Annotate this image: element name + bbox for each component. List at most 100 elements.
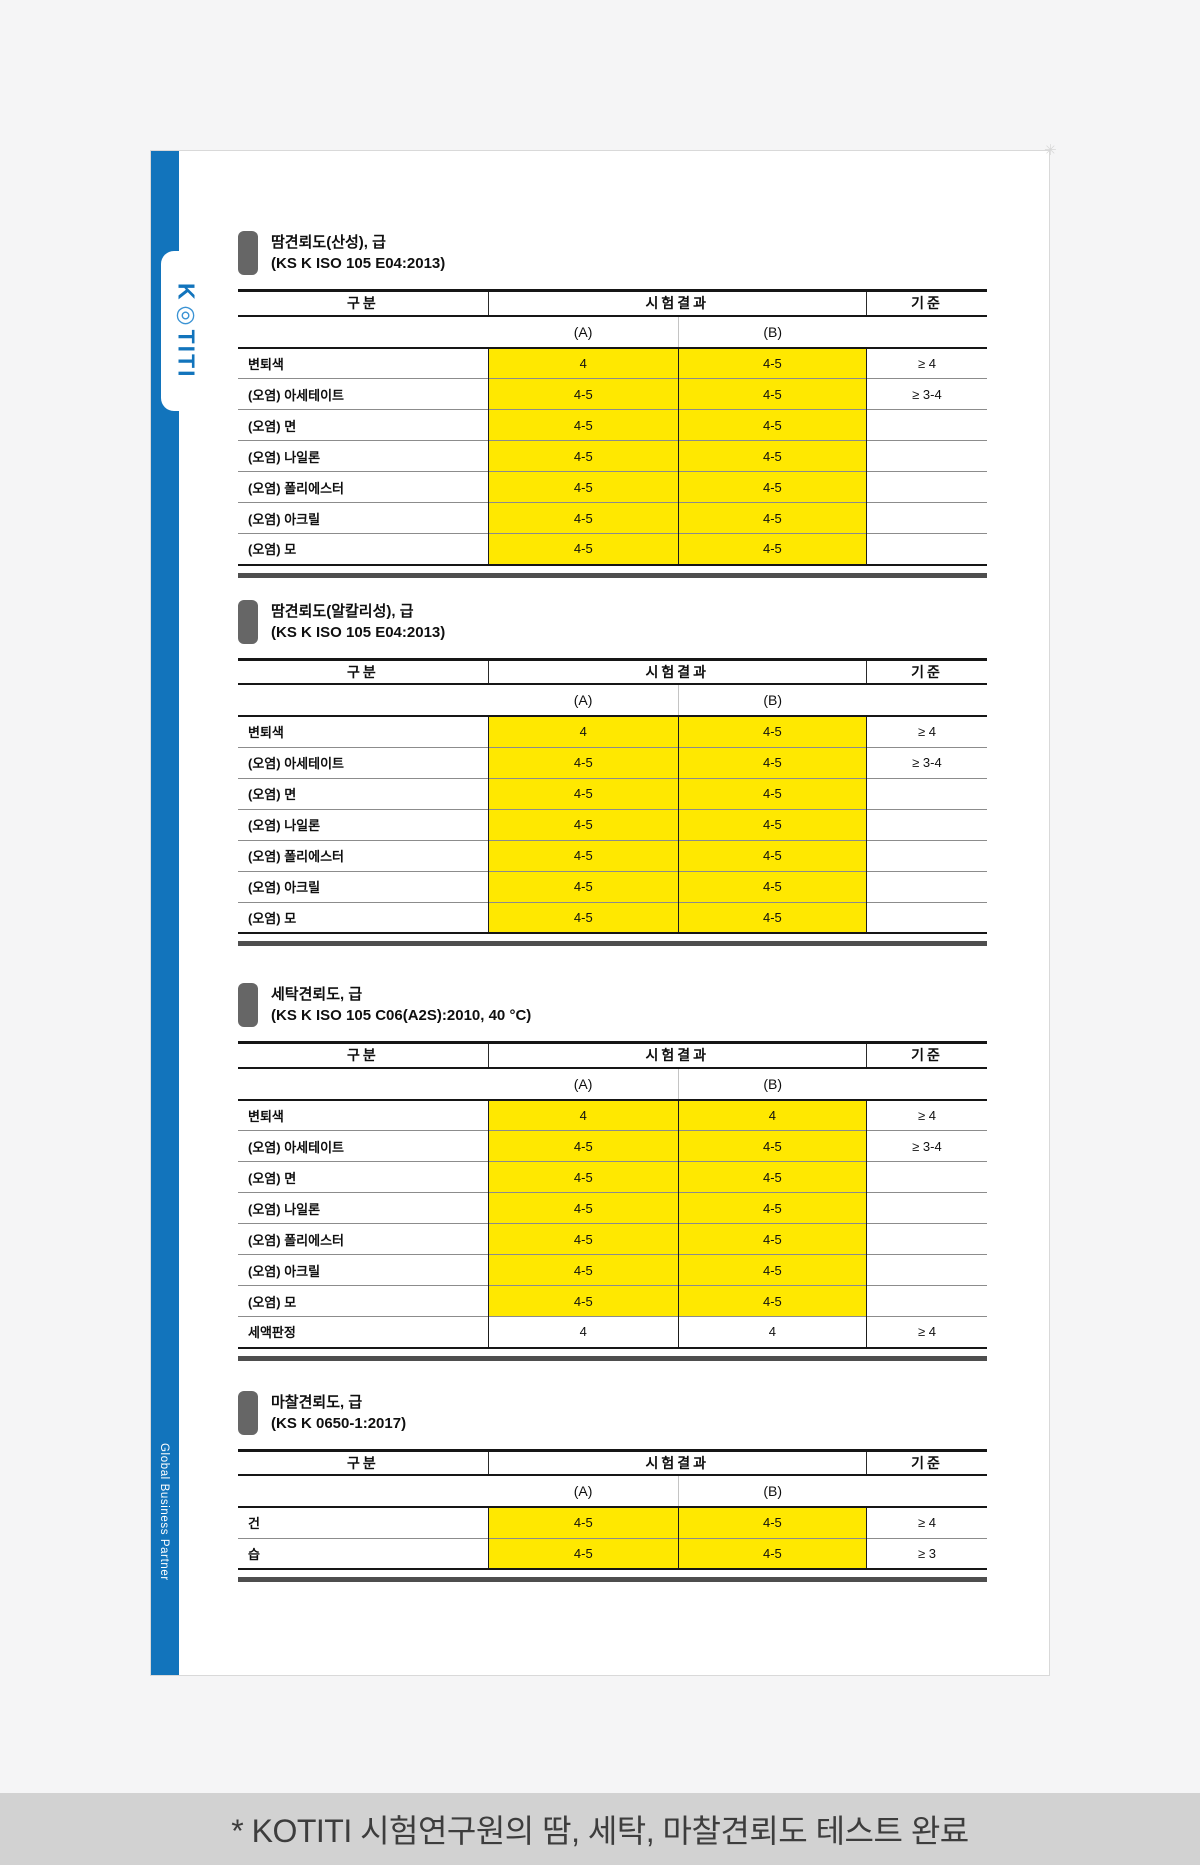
table-subheader-row: (A) (B) bbox=[238, 315, 987, 349]
subheader-a: (A) bbox=[488, 684, 679, 717]
result-a-cell: 4-5 bbox=[487, 1192, 679, 1224]
section-rubbing: 마찰견뢰도, 급 (KS K 0650-1:2017) 구분 시험결과 기준 bbox=[238, 1390, 987, 1582]
result-a-cell: 4 bbox=[487, 1316, 679, 1349]
standard-cell bbox=[865, 471, 987, 503]
table-row: (오염) 아크릴 4-5 4-5 bbox=[238, 1254, 987, 1286]
result-a-cell: 4-5 bbox=[487, 1507, 679, 1538]
standard-cell: ≥ 3-4 bbox=[865, 378, 987, 410]
standard-cell bbox=[865, 901, 987, 934]
section-divider bbox=[238, 1577, 987, 1582]
standard-cell bbox=[865, 839, 987, 871]
section-header: 마찰견뢰도, 급 (KS K 0650-1:2017) bbox=[238, 1390, 987, 1435]
section-title: 땀견뢰도(알칼리성), 급 bbox=[271, 602, 414, 620]
row-label: 변퇴색 bbox=[248, 725, 284, 741]
header-category: 구분 bbox=[238, 659, 489, 685]
result-table-washing: 구분 시험결과 기준 (A) (B) 변퇴색 4 4 ≥ 4 (오염) 아세테이트 4-5… bbox=[238, 1041, 987, 1349]
row-label: 변퇴색 bbox=[248, 356, 284, 372]
row-label: (오염) 아세테이트 bbox=[238, 746, 489, 778]
table-subheader-row: (A) (B) bbox=[238, 1475, 987, 1508]
table-row: (오염) 아크릴 4-5 4-5 bbox=[238, 502, 987, 534]
kotiti-swirl-o-icon: ◎ bbox=[173, 301, 200, 330]
standard-cell bbox=[865, 1161, 987, 1193]
result-b-cell: 4-5 bbox=[677, 1285, 867, 1317]
subheader-b: (B) bbox=[677, 684, 867, 717]
section-bullet-icon bbox=[238, 1390, 258, 1435]
row-label: (오염) 아세테이트 bbox=[238, 1130, 489, 1162]
result-a-cell: 4 bbox=[487, 1099, 679, 1131]
result-a-cell: 4 bbox=[487, 347, 679, 379]
table-header-row: 구분 시험결과 기준 bbox=[238, 659, 987, 685]
section-subtitle: (KS K ISO 105 E04:2013) bbox=[271, 255, 446, 272]
section-header: 땀견뢰도(알칼리성), 급 (KS K ISO 105 E04:2013) bbox=[238, 599, 987, 644]
result-a-cell: 4-5 bbox=[487, 502, 679, 534]
header-standard: 기준 bbox=[866, 1450, 987, 1476]
subheader-blank bbox=[866, 1067, 987, 1101]
section-subtitle: (KS K ISO 105 E04:2013) bbox=[271, 623, 446, 641]
table-row: (오염) 면 4-5 4-5 bbox=[238, 409, 987, 441]
result-b-cell: 4-5 bbox=[677, 409, 867, 441]
table-row: 변퇴색 4 4 ≥ 4 bbox=[238, 1099, 987, 1131]
standard-cell bbox=[865, 1285, 987, 1317]
result-b-cell: 4-5 bbox=[677, 1254, 867, 1286]
table-row: (오염) 폴리에스터 4-5 4-5 bbox=[238, 839, 987, 871]
result-b-cell: 4-5 bbox=[677, 870, 867, 902]
report-content: 땀견뢰도(산성), 급 (KS K ISO 105 E04:2013) 구분 시… bbox=[238, 151, 987, 1582]
sparkle-icon: ✳ bbox=[1044, 142, 1057, 159]
result-a-cell: 4-5 bbox=[487, 1254, 679, 1286]
row-label: 건 bbox=[248, 1516, 260, 1532]
footer-note: * KOTITI 시험연구원의 땀, 세탁, 마찰견뢰도 테스트 완료 bbox=[231, 1813, 969, 1849]
result-b-cell: 4-5 bbox=[677, 808, 867, 840]
section-divider bbox=[238, 1355, 987, 1361]
result-b-cell: 4-5 bbox=[677, 839, 867, 871]
row-label: (오염) 면 bbox=[238, 777, 489, 809]
result-a-cell: 4-5 bbox=[487, 746, 679, 778]
subheader-b: (B) bbox=[677, 315, 867, 349]
table-row: (오염) 아세테이트 4-5 4-5 ≥ 3-4 bbox=[238, 746, 987, 778]
header-result: 시험결과 bbox=[487, 1042, 867, 1069]
table-subheader-row: (A) (B) bbox=[238, 684, 987, 717]
result-a-cell: 4-5 bbox=[487, 1130, 679, 1162]
table-row: 세액판정 4 4 ≥ 4 bbox=[238, 1316, 987, 1349]
subheader-blank bbox=[238, 684, 489, 717]
standard-cell bbox=[865, 502, 987, 534]
section-title: 땀견뢰도(산성), 급 bbox=[271, 234, 386, 251]
subheader-blank bbox=[238, 1067, 489, 1101]
result-a-cell: 4-5 bbox=[487, 1285, 679, 1317]
section-divider bbox=[238, 941, 987, 946]
table-row: (오염) 폴리에스터 4-5 4-5 bbox=[238, 1223, 987, 1255]
row-label: (오염) 아크릴 bbox=[238, 1254, 489, 1286]
result-b-cell: 4-5 bbox=[677, 1192, 867, 1224]
result-a-cell: 4-5 bbox=[487, 409, 679, 441]
table-row: (오염) 면 4-5 4-5 bbox=[238, 1161, 987, 1193]
result-b-cell: 4-5 bbox=[677, 901, 867, 934]
standard-cell bbox=[865, 808, 987, 840]
result-a-cell: 4-5 bbox=[487, 870, 679, 902]
result-b-cell: 4-5 bbox=[677, 378, 867, 410]
standard-cell bbox=[865, 777, 987, 809]
subheader-blank bbox=[866, 1475, 987, 1508]
section-perspiration-acidic: 땀견뢰도(산성), 급 (KS K ISO 105 E04:2013) 구분 시… bbox=[238, 231, 987, 578]
table-header-row: 구분 시험결과 기준 bbox=[238, 290, 987, 317]
row-label: (오염) 나일론 bbox=[238, 1192, 489, 1224]
table-header-row: 구분 시험결과 기준 bbox=[238, 1042, 987, 1069]
header-result: 시험결과 bbox=[487, 290, 867, 317]
table-row: (오염) 모 4-5 4-5 bbox=[238, 533, 987, 566]
standard-cell: ≥ 3-4 bbox=[865, 746, 987, 778]
section-titles: 땀견뢰도(알칼리성), 급 (KS K ISO 105 E04:2013) bbox=[271, 600, 445, 644]
row-label: 세액판정 bbox=[238, 1316, 489, 1349]
logo-letter-k: K bbox=[173, 283, 200, 302]
result-a-cell: 4-5 bbox=[487, 839, 679, 871]
subheader-b: (B) bbox=[677, 1067, 867, 1101]
footer-banner: * KOTITI 시험연구원의 땀, 세탁, 마찰견뢰도 테스트 완료 bbox=[0, 1793, 1200, 1865]
result-a-cell: 4-5 bbox=[487, 378, 679, 410]
table-row: (오염) 아세테이트 4-5 4-5 ≥ 3-4 bbox=[238, 378, 987, 410]
row-label: (오염) 모 bbox=[238, 901, 489, 934]
section-subtitle: (KS K ISO 105 C06(A2S):2010, 40 °C) bbox=[271, 1007, 532, 1024]
table-row: (오염) 나일론 4-5 4-5 bbox=[238, 1192, 987, 1224]
table-subheader-row: (A) (B) bbox=[238, 1067, 987, 1101]
result-b-cell: 4-5 bbox=[677, 502, 867, 534]
result-b-cell: 4-5 bbox=[677, 716, 867, 747]
table-row: 습 4-5 4-5 ≥ 3 bbox=[238, 1537, 987, 1570]
row-label: (오염) 모 bbox=[238, 533, 489, 566]
kotiti-logo-text: K◎TITI bbox=[173, 283, 200, 379]
